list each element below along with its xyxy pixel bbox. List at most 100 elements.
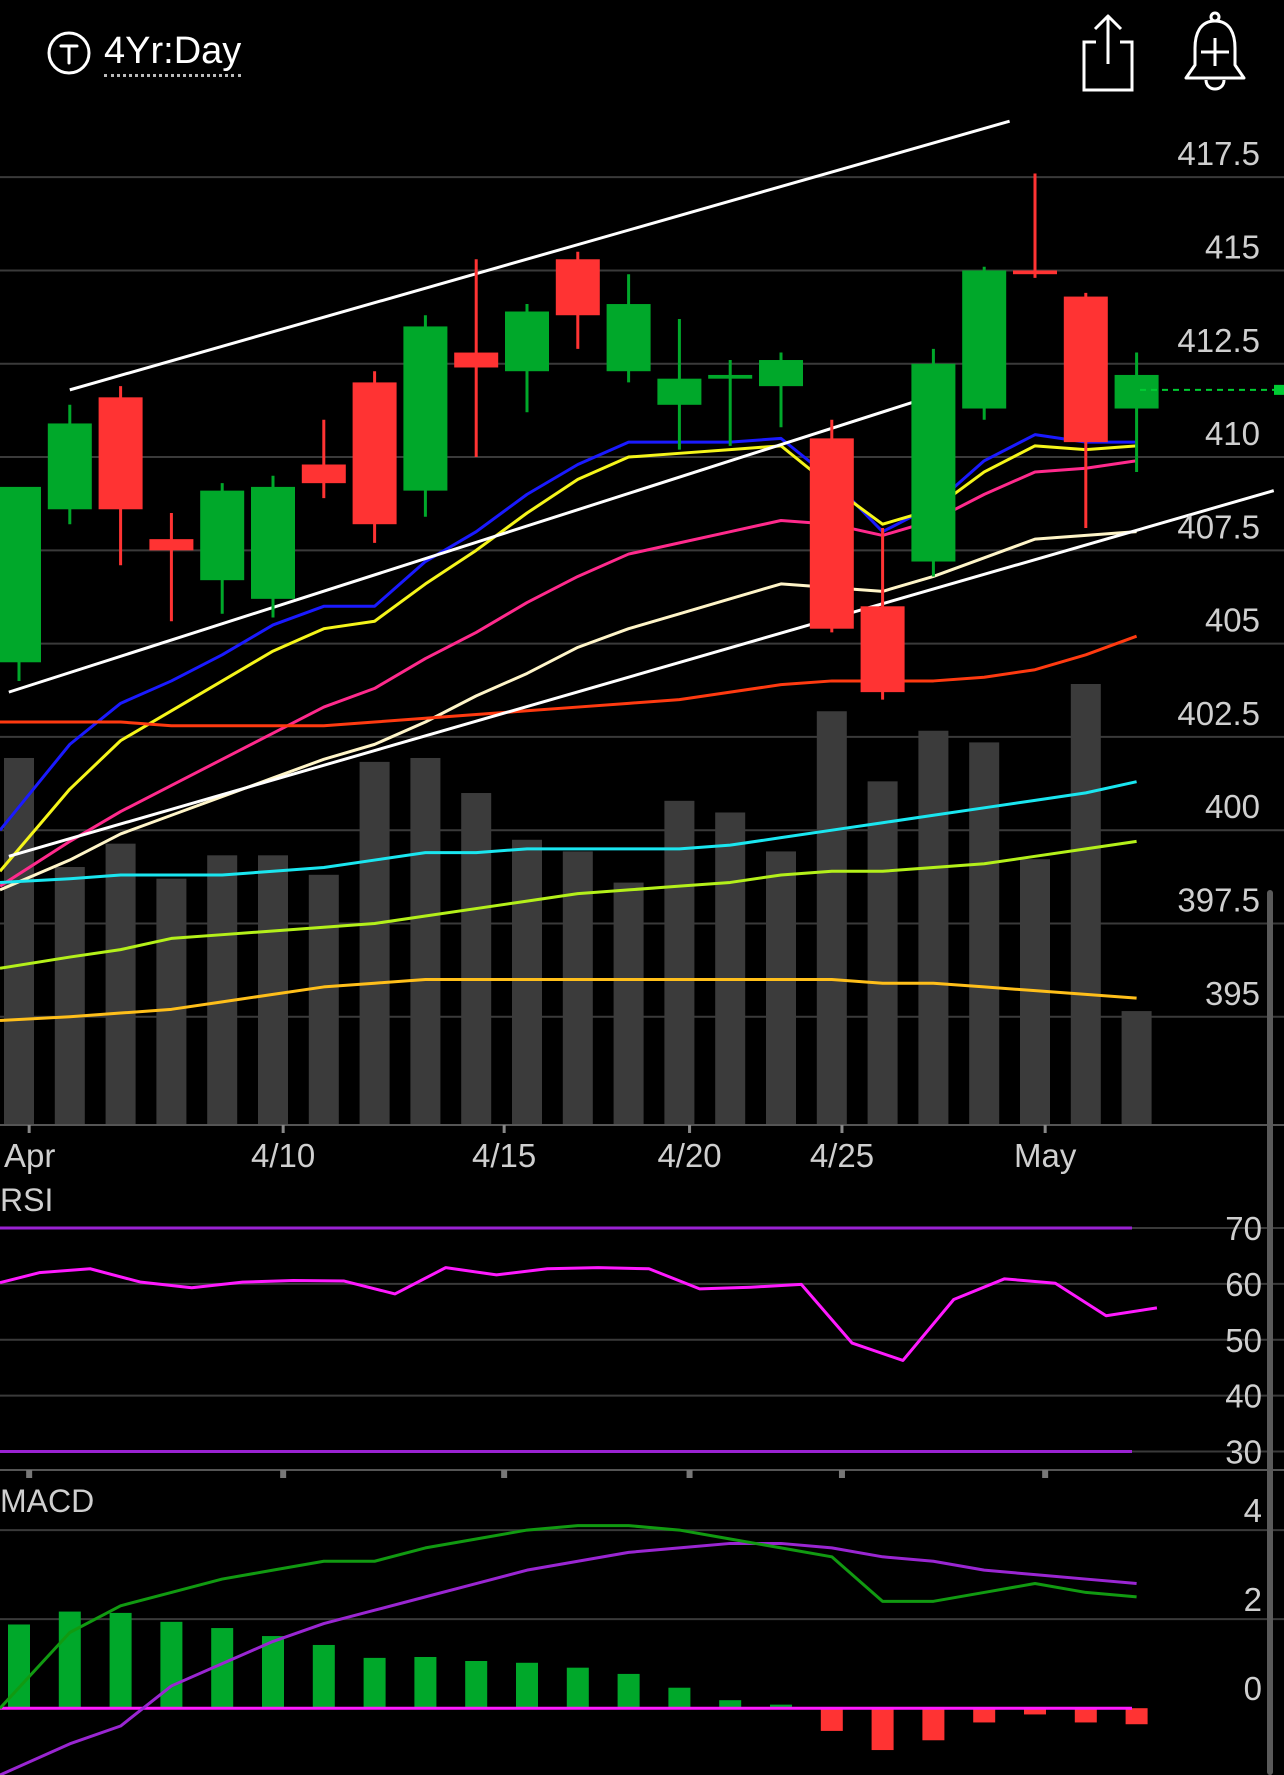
candle-up <box>47 423 92 510</box>
rsi-tick-mark <box>501 1470 508 1478</box>
macd-tick-label: 2 <box>1244 1581 1262 1618</box>
candle-up <box>962 270 1007 409</box>
candle-up <box>759 360 803 387</box>
macd-histogram-bar <box>211 1628 234 1709</box>
volume-bar <box>715 812 746 1124</box>
macd-histogram-bar <box>414 1656 437 1709</box>
timeframe-label[interactable]: 4Yr:Day <box>104 30 242 77</box>
macd-histogram-bar <box>668 1687 691 1709</box>
date-tick-label: 4/10 <box>251 1137 315 1174</box>
candle-down <box>352 382 397 525</box>
candle-up <box>911 363 956 562</box>
macd-histogram-bar <box>1125 1708 1148 1725</box>
macd-histogram-bar <box>1024 1708 1046 1715</box>
rsi-tick-label: 50 <box>1225 1322 1262 1359</box>
volume-bar <box>156 878 187 1124</box>
candle-up <box>505 311 549 372</box>
trendline[interactable] <box>8 395 929 694</box>
moving-average-line <box>0 839 1137 970</box>
rsi-tick-label: 60 <box>1225 1266 1262 1303</box>
add-alert-button[interactable] <box>1180 10 1250 94</box>
price-tick-label: 400 <box>1205 788 1260 825</box>
moving-average-line <box>0 780 1137 884</box>
macd-histogram-bar <box>719 1700 742 1709</box>
scrollbar[interactable] <box>1267 890 1273 1775</box>
price-tick-label: 417.5 <box>1177 135 1260 172</box>
timeframe-selector[interactable]: 4Yr:Day <box>46 28 242 78</box>
volume-bar <box>4 757 34 1124</box>
volume-bar <box>1121 1011 1152 1124</box>
price-tick-label: 402.5 <box>1177 695 1260 732</box>
trendlines[interactable] <box>8 119 1275 858</box>
macd-histogram-bar <box>58 1611 81 1709</box>
volume-bar <box>410 757 441 1124</box>
moving-average-line <box>0 530 1137 892</box>
macd-tick-label: 4 <box>1244 1492 1262 1529</box>
price-tick-label: 415 <box>1205 228 1260 265</box>
candle-up <box>200 490 245 581</box>
rsi-tick-mark <box>26 1470 33 1478</box>
price-tick-label: 397.5 <box>1177 881 1260 918</box>
candle-down <box>301 464 346 484</box>
candle-down <box>860 606 905 693</box>
rsi-panel: RSI 70 60 50 40 30 <box>0 1182 1284 1478</box>
price-tick-label: 395 <box>1205 975 1260 1012</box>
candle-down <box>809 438 854 629</box>
macd-histogram-bar <box>465 1661 488 1709</box>
date-tick-label: May <box>1014 1137 1077 1174</box>
macd-histogram-bar <box>820 1708 843 1731</box>
volume-bar <box>54 867 85 1124</box>
price-tick-label: 405 <box>1205 602 1260 639</box>
macd-histogram-bar <box>770 1704 792 1709</box>
candle-up <box>403 326 448 491</box>
share-icon <box>1082 14 1134 92</box>
volume-bar <box>816 711 847 1124</box>
last-price-marker <box>1274 384 1284 395</box>
date-tick-label: 4/20 <box>657 1137 721 1174</box>
trendline[interactable] <box>8 489 1275 858</box>
candle-down <box>555 259 600 316</box>
macd-histogram-bar <box>160 1621 183 1709</box>
candle-up <box>0 486 41 663</box>
volume-bar <box>918 730 949 1124</box>
volume-bar <box>1070 684 1101 1124</box>
volume-bar <box>105 843 136 1124</box>
macd-histogram-bar <box>871 1708 894 1751</box>
price-tick-label: 410 <box>1205 415 1260 452</box>
share-button[interactable] <box>1078 12 1138 92</box>
moving-average-line <box>0 444 1137 873</box>
macd-tick-label: 0 <box>1244 1670 1262 1707</box>
candle-down <box>1013 270 1057 275</box>
moving-average-line <box>0 634 1138 728</box>
macd-histogram-bar <box>312 1644 335 1709</box>
macd-signal-line <box>0 1541 1137 1775</box>
volume-bars <box>4 684 1152 1124</box>
volume-bar <box>664 800 695 1124</box>
trendline[interactable] <box>69 119 1011 392</box>
candle-up <box>1114 374 1159 409</box>
date-tick-label: Apr <box>4 1137 55 1174</box>
volume-bar <box>359 761 390 1124</box>
volume-bar <box>258 855 288 1124</box>
macd-histogram-bar <box>8 1624 30 1709</box>
volume-bar <box>969 742 1000 1124</box>
volume-bar <box>562 851 593 1124</box>
moving-average-line <box>0 433 1137 832</box>
rsi-title: RSI <box>0 1182 53 1218</box>
macd-panel: MACD 4 2 0 <box>0 1483 1284 1775</box>
volume-bar <box>766 851 796 1124</box>
volume-bar <box>613 882 644 1124</box>
price-tick-label: 407.5 <box>1177 508 1260 545</box>
candle-up <box>251 486 295 599</box>
rsi-tick-label: 30 <box>1225 1434 1262 1471</box>
macd-histogram-bar <box>109 1612 132 1709</box>
candle-down <box>149 539 194 551</box>
macd-histogram-bar <box>973 1708 996 1723</box>
macd-histogram-bar <box>617 1673 640 1709</box>
rsi-tick-mark <box>1042 1470 1049 1478</box>
macd-line <box>0 1524 1137 1710</box>
candle-down <box>454 352 499 368</box>
rsi-tick-mark <box>838 1470 845 1478</box>
macd-histogram-bar <box>516 1662 538 1709</box>
